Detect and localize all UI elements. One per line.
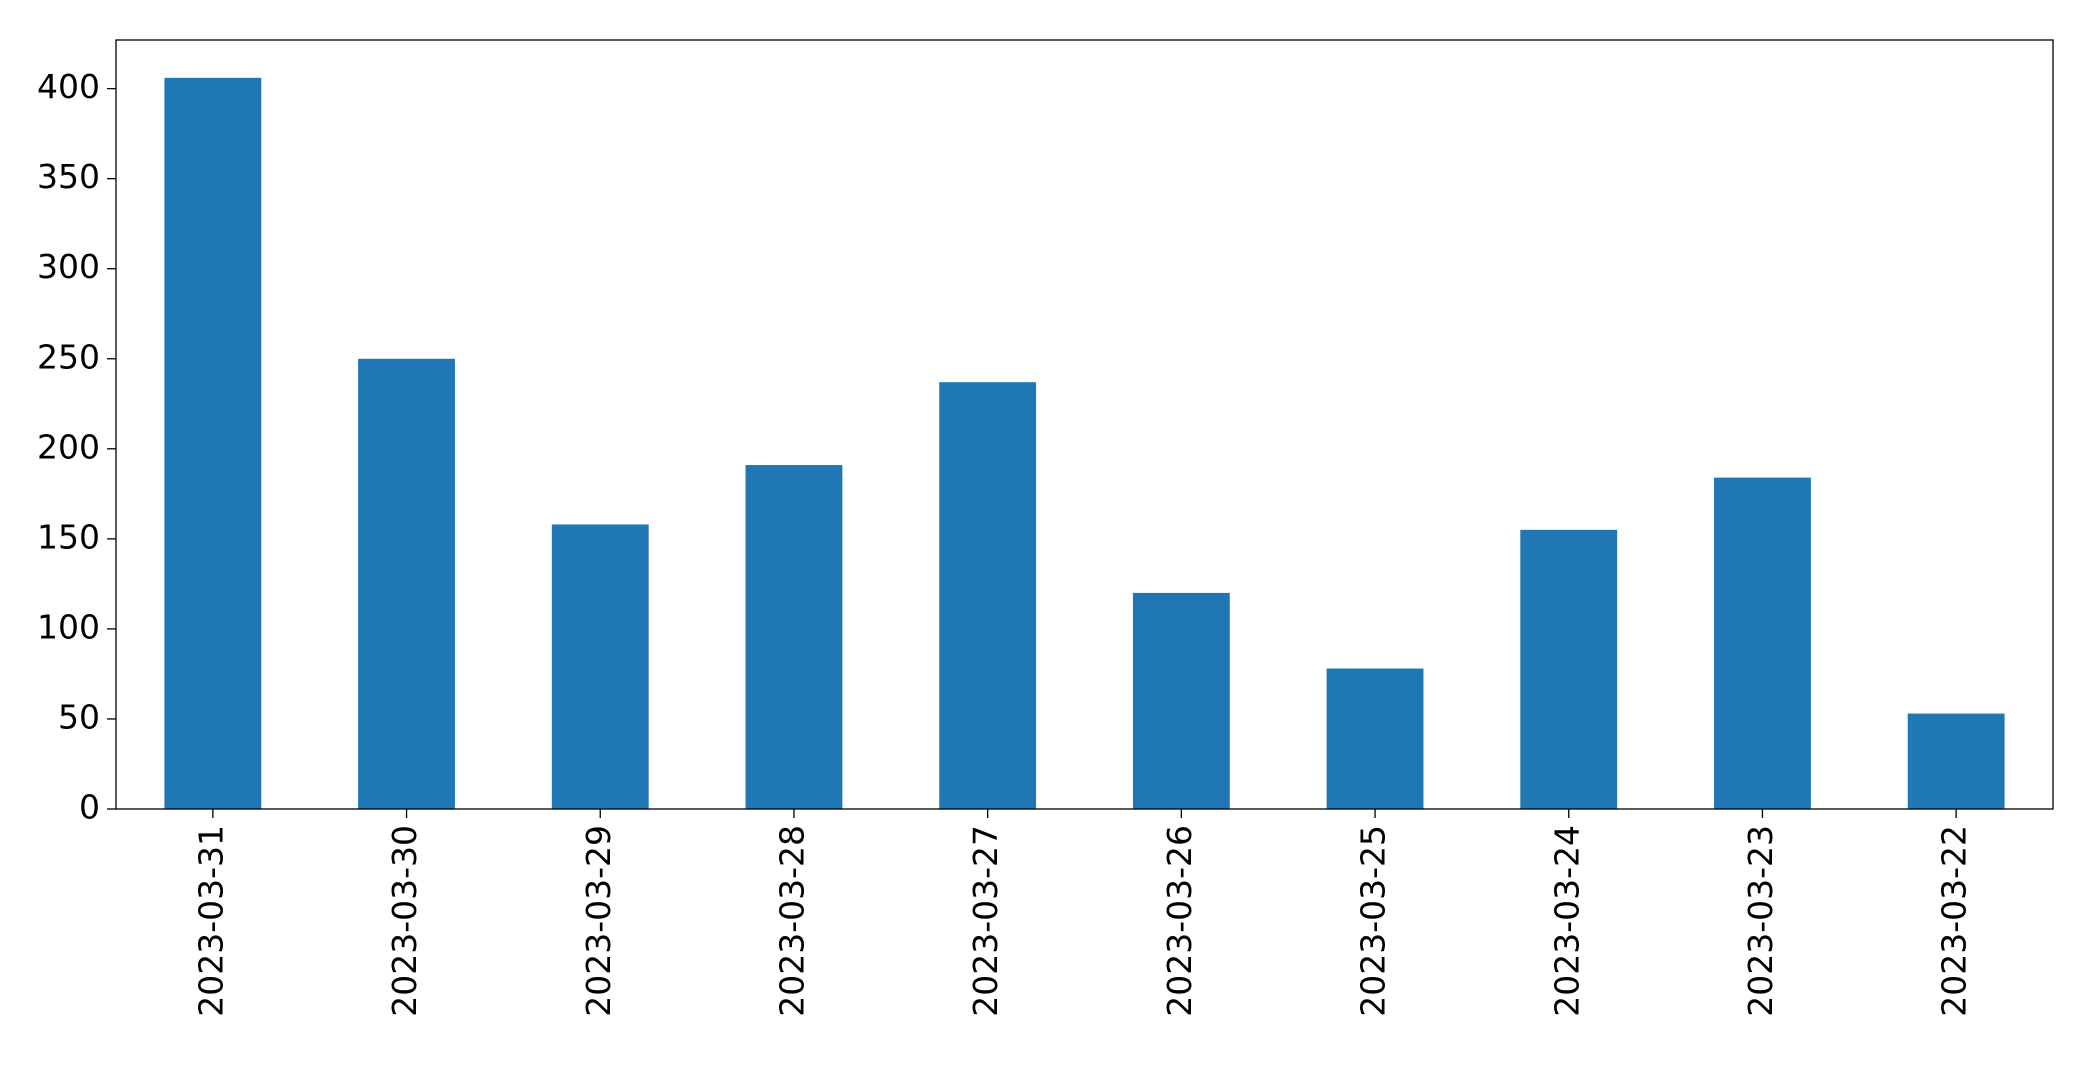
y-tick-label: 150 (37, 517, 100, 556)
x-tick-label: 2023-03-26 (1160, 825, 1199, 1017)
bar (1132, 592, 1230, 809)
x-tick-label: 2023-03-25 (1354, 825, 1393, 1017)
y-tick-label: 250 (37, 337, 100, 376)
x-tick-label: 2023-03-22 (1935, 825, 1974, 1017)
x-tick-label: 2023-03-24 (1547, 825, 1586, 1017)
x-tick-label: 2023-03-27 (966, 825, 1005, 1017)
y-tick-label: 300 (37, 247, 100, 286)
bar (1520, 529, 1618, 809)
x-tick-label: 2023-03-31 (191, 825, 230, 1017)
y-tick-label: 100 (37, 607, 100, 646)
y-tick-label: 200 (37, 427, 100, 466)
bar (939, 382, 1037, 809)
y-tick-label: 350 (37, 157, 100, 196)
y-tick-label: 0 (79, 788, 100, 827)
x-tick-label: 2023-03-29 (579, 825, 618, 1017)
bar (1714, 477, 1811, 809)
x-tick-label: 2023-03-30 (385, 825, 424, 1017)
bar (551, 524, 649, 809)
x-tick-label: 2023-03-28 (772, 825, 811, 1017)
y-tick-label: 400 (37, 67, 100, 106)
bar (358, 358, 455, 809)
bar (1907, 713, 2005, 809)
bar (164, 77, 262, 809)
x-tick-label: 2023-03-23 (1741, 825, 1780, 1017)
bar (1326, 668, 1424, 809)
plot-frame (115, 39, 2054, 810)
y-tick-label: 50 (58, 697, 100, 736)
bar (745, 465, 843, 809)
